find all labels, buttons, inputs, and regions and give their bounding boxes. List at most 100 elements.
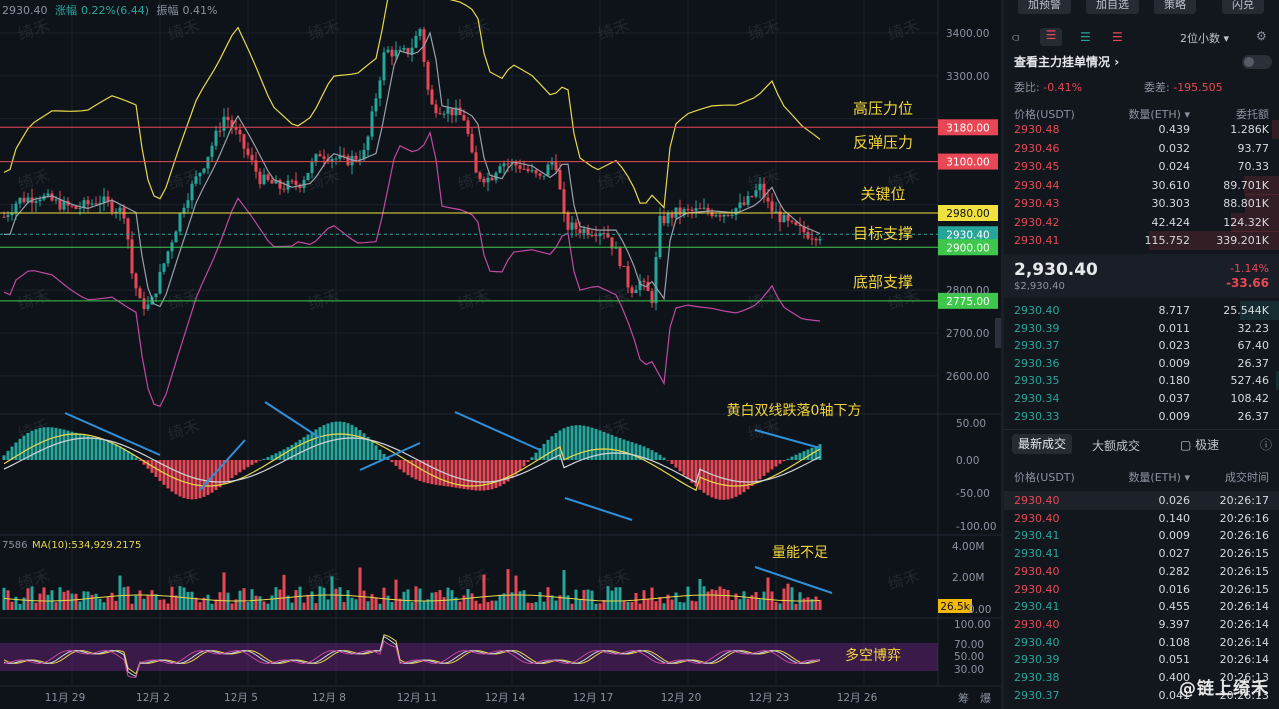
ask-row[interactable]: 2930.45 0.024 70.33 <box>1004 157 1279 176</box>
trade-row[interactable]: 2930.39 0.051 20:26:14 <box>1004 650 1279 669</box>
candle-body <box>74 206 78 209</box>
chart-area[interactable]: 绮禾 绮禾 绮禾 绮禾 绮禾 绮禾 绮禾 绮禾 绮禾 绮禾 绮禾 绮禾 绮禾 绮禾 绮禾 绮禾 绮禾 绮禾 绮禾 绮禾… <box>0 0 1001 709</box>
add-favorite-button[interactable]: 加自选 <box>1086 0 1139 14</box>
summary-change-label: 涨幅 <box>55 4 77 17</box>
strategy-button[interactable]: 策略 <box>1154 0 1196 14</box>
macd-histogram-bar <box>274 453 278 460</box>
trend-arrow <box>64 412 161 456</box>
diff-value: -195.505 <box>1173 81 1223 94</box>
macd-histogram-bar <box>186 460 190 500</box>
volume-bar <box>654 601 658 610</box>
book-both-icon[interactable]: ⫏ <box>1012 30 1020 44</box>
trade-row[interactable]: 2930.40 0.140 20:26:16 <box>1004 509 1279 528</box>
ask-row-price: 2930.48 <box>1014 123 1060 136</box>
volume-bar <box>718 586 722 610</box>
trade-row[interactable]: 2930.41 0.455 20:26:14 <box>1004 597 1279 616</box>
bid-row[interactable]: 2930.37 0.023 67.40 <box>1004 336 1279 355</box>
main-orders-link[interactable]: 查看主力挂单情况 › <box>1014 53 1119 70</box>
ask-row[interactable]: 2930.48 0.439 1.286K <box>1004 120 1279 139</box>
trade-header-qty[interactable]: 数量(ETH) ▾ <box>1128 471 1190 484</box>
bid-row[interactable]: 2930.36 0.009 26.37 <box>1004 354 1279 373</box>
macd-histogram-bar <box>454 460 458 488</box>
settings-gear-icon[interactable]: ⚙ <box>1256 29 1267 43</box>
ask-row[interactable]: 2930.43 30.303 88.801K <box>1004 194 1279 213</box>
volume-bar <box>658 597 662 610</box>
tab-latest-trades[interactable]: 最新成交 <box>1012 434 1073 454</box>
volume-bar <box>206 594 210 610</box>
candle-body <box>702 207 706 209</box>
add-alert-button[interactable]: 加预警 <box>1018 0 1071 14</box>
candle-body <box>142 298 146 309</box>
candle-body <box>366 136 370 150</box>
last-price-box: 2,930.40 $2,930.40 -1.14% -33.66 <box>1004 254 1279 298</box>
trade-row-time: 20:26:13 <box>1219 688 1269 702</box>
ask-row[interactable]: 2930.42 42.424 124.32K <box>1004 212 1279 232</box>
trade-row[interactable]: 2930.41 0.027 20:26:15 <box>1004 544 1279 563</box>
ask-row[interactable]: 2930.46 0.032 93.77 <box>1004 139 1279 158</box>
trade-row[interactable]: 2930.37 0.041 20:26:13 <box>1004 686 1279 705</box>
trade-row-qty: 9.397 <box>1158 617 1191 631</box>
macd-histogram-bar <box>510 460 514 479</box>
macd-histogram-bar <box>414 460 418 480</box>
trade-row[interactable]: 2930.38 0.400 20:26:13 <box>1004 668 1279 687</box>
trend-arrow <box>754 429 821 449</box>
trade-row[interactable]: 2930.40 0.026 20:26:17 <box>1004 491 1279 510</box>
decimals-select[interactable]: 2位小数 ▾ <box>1180 30 1229 46</box>
macd-histogram-bar <box>450 460 454 488</box>
candle-body <box>450 107 454 116</box>
main-orders-text: 查看主力挂单情况 <box>1014 55 1111 69</box>
volume-bar <box>30 586 34 610</box>
trade-row[interactable]: 2930.40 0.282 20:26:15 <box>1004 562 1279 581</box>
candle-body <box>314 154 318 163</box>
volume-bar <box>642 590 646 610</box>
trade-row[interactable]: 2930.40 0.108 20:26:14 <box>1004 633 1279 652</box>
bid-row[interactable]: 2930.33 0.009 26.37 <box>1004 407 1279 426</box>
candle-body <box>294 180 298 185</box>
bid-row[interactable]: 2930.34 0.037 108.42 <box>1004 389 1279 408</box>
main-orders-toggle[interactable] <box>1242 55 1272 69</box>
macd-histogram-bar <box>722 460 726 500</box>
summary-amplitude-value: 0.41% <box>182 4 218 17</box>
ask-row[interactable]: 2930.44 30.610 89.701K <box>1004 175 1279 195</box>
volume-bar <box>6 590 10 610</box>
book-asks-icon[interactable]: ☰ <box>1112 30 1123 44</box>
volume-bar <box>666 594 670 610</box>
price-tag-text: 2980.00 <box>946 208 989 220</box>
fast-mode-checkbox[interactable]: ▢ 极速 <box>1180 436 1219 453</box>
macd-histogram-bar <box>534 452 538 460</box>
info-icon[interactable]: ⓘ <box>1260 438 1273 452</box>
macd-histogram-bar <box>390 460 394 463</box>
trade-row[interactable]: 2930.40 0.016 20:26:15 <box>1004 580 1279 599</box>
candle-body <box>394 50 398 57</box>
candle-body <box>530 170 534 172</box>
candle-body <box>70 205 74 207</box>
trade-row-price: 2930.37 <box>1014 688 1060 702</box>
trade-header-time: 成交时间 <box>1225 471 1269 484</box>
book-split-icon[interactable]: ☰ <box>1040 28 1062 46</box>
book-bids-icon[interactable]: ☰ <box>1080 30 1091 44</box>
bid-row[interactable]: 2930.39 0.011 32.23 <box>1004 319 1279 338</box>
flash-swap-button[interactable]: 闪兑 <box>1222 0 1264 14</box>
bid-row[interactable]: 2930.35 0.180 527.46 <box>1004 371 1279 391</box>
volume-bar <box>818 599 822 610</box>
watermark-text: 绮禾 <box>885 566 921 594</box>
candle-body <box>270 180 274 184</box>
trade-row[interactable]: 2930.41 0.009 20:26:16 <box>1004 526 1279 545</box>
candle-body <box>126 218 130 240</box>
panel-divider[interactable] <box>1001 0 1004 709</box>
macd-histogram-bar <box>802 451 806 460</box>
trade-row[interactable]: 2930.40 9.397 20:26:14 <box>1004 615 1279 634</box>
bid-row[interactable]: 2930.40 8.717 25.544K <box>1004 301 1279 320</box>
book-header-qty[interactable]: 数量(ETH) ▾ <box>1128 108 1190 121</box>
macd-histogram-bar <box>50 427 54 460</box>
candle-body <box>650 291 654 304</box>
candle-body <box>158 271 162 294</box>
price-tag-bg <box>938 205 998 221</box>
ask-row[interactable]: 2930.41 115.752 339.201K <box>1004 231 1279 250</box>
volume-bar <box>502 593 506 610</box>
price-tag-text: 2900.00 <box>946 242 989 254</box>
tab-large-trades[interactable]: 大额成交 <box>1092 439 1141 453</box>
volume-bar <box>542 601 546 610</box>
macd-histogram-bar <box>410 460 414 478</box>
